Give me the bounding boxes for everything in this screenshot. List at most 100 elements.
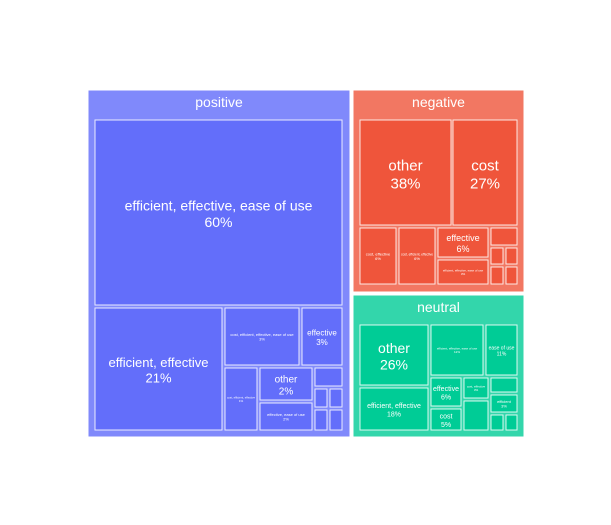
cell-label: efficient, effective, ease of use xyxy=(437,347,478,351)
cell-label: effective xyxy=(433,386,459,393)
group-label: negative xyxy=(412,94,465,110)
cell-rect xyxy=(359,387,429,431)
cell-rect xyxy=(359,227,397,285)
cell-percent: 60% xyxy=(204,214,232,230)
treemap-cell xyxy=(463,400,489,431)
treemap-cell xyxy=(490,377,518,393)
cell-label: cost, efficient, effective, ease of use xyxy=(230,332,294,337)
treemap-cell: cost 5% xyxy=(430,408,462,431)
cell-label: cost, effective xyxy=(467,385,486,389)
cell-rect xyxy=(490,377,518,393)
cell-rect xyxy=(452,119,518,226)
cell-percent: 6% xyxy=(414,256,420,261)
cell-label: effective xyxy=(446,233,479,243)
cell-rect xyxy=(437,227,489,258)
cell-rect xyxy=(94,307,223,431)
cell-rect xyxy=(485,324,518,376)
cell-rect xyxy=(430,324,484,376)
treemap-cell xyxy=(314,388,328,408)
cell-percent: 6% xyxy=(441,394,451,401)
treemap-cell: cost, efficient, effective, ease of use3… xyxy=(224,307,300,366)
treemap-cell xyxy=(329,409,343,431)
cell-rect xyxy=(314,388,328,408)
treemap-cell xyxy=(490,227,518,246)
cell-rect xyxy=(314,367,343,387)
cell-percent: 11% xyxy=(497,351,507,357)
cell-percent: 3% xyxy=(501,404,507,409)
cell-percent: 21% xyxy=(145,371,171,386)
cell-percent: 38% xyxy=(390,175,420,192)
group-label: neutral xyxy=(417,299,460,315)
cell-percent: 3% xyxy=(316,338,328,347)
treemap-cell xyxy=(490,266,504,285)
cell-percent: 3% xyxy=(259,337,265,342)
cell-rect xyxy=(259,367,313,401)
group-label: positive xyxy=(195,94,243,110)
cell-percent: 26% xyxy=(380,357,408,373)
cell-label: efficient, effective, ease of use xyxy=(443,269,484,273)
treemap-cell xyxy=(505,414,518,431)
cell-label: cost, efficient, effective xyxy=(401,251,434,256)
cell-percent: 5% xyxy=(441,422,451,429)
cell-label: other xyxy=(378,340,410,356)
cell-rect xyxy=(430,377,462,407)
cell-rect xyxy=(463,377,489,399)
cell-rect xyxy=(430,408,462,431)
cell-label: cost xyxy=(471,157,499,174)
cell-rect xyxy=(490,414,504,431)
cell-rect xyxy=(437,259,489,285)
treemap-cell xyxy=(314,367,343,387)
cell-percent: 2% xyxy=(283,417,289,422)
treemap-cell xyxy=(490,414,504,431)
cell-rect xyxy=(490,247,504,265)
cell-label: efficient, effective, ease of use xyxy=(125,197,313,213)
cell-label: efficient, effective xyxy=(367,403,421,410)
cell-rect xyxy=(490,394,518,413)
cell-percent: 2% xyxy=(279,387,294,398)
cell-rect xyxy=(259,402,313,431)
cell-rect xyxy=(94,119,343,306)
cell-label: effective, ease of use xyxy=(267,412,306,417)
cell-rect xyxy=(490,266,504,285)
cell-rect xyxy=(224,307,300,366)
cell-percent: 3% xyxy=(461,272,466,276)
cell-percent: 27% xyxy=(470,175,500,192)
cell-rect xyxy=(224,367,258,431)
cell-rect xyxy=(329,409,343,431)
cell-label: effective xyxy=(307,328,337,337)
cell-rect xyxy=(359,324,429,386)
cell-label: other xyxy=(275,375,298,386)
cell-percent: 18% xyxy=(387,411,401,418)
treemap-cell xyxy=(505,266,518,285)
cell-rect xyxy=(463,400,489,431)
treemap-cell xyxy=(505,247,518,265)
treemap-cell xyxy=(490,247,504,265)
cell-rect xyxy=(359,119,452,226)
cell-rect xyxy=(398,227,436,285)
cell-rect xyxy=(490,227,518,246)
cell-rect xyxy=(505,266,518,285)
cell-rect xyxy=(505,414,518,431)
cell-percent: 1% xyxy=(239,399,244,403)
cell-rect xyxy=(301,307,343,366)
cell-percent: 3% xyxy=(474,388,479,392)
treemap-group-positive: positive efficient, effective, ease of us… xyxy=(87,89,351,438)
cell-rect xyxy=(329,388,343,408)
